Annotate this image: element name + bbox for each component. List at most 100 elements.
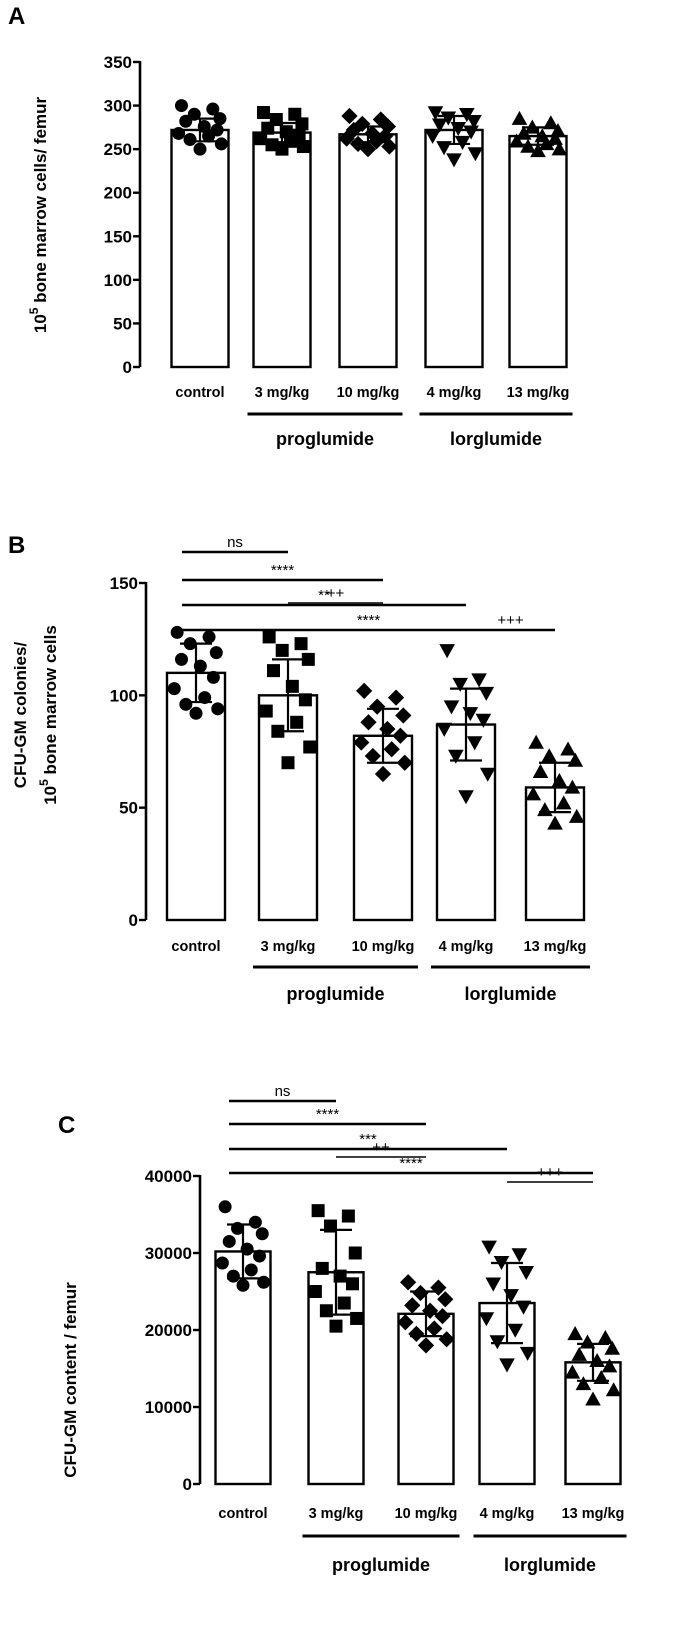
data-point [262,630,276,644]
y-tick-label: 0 [123,358,132,377]
y-tick-label: 350 [104,53,132,72]
data-point [471,673,487,688]
panel-a-y-axis: 0 50 100 150 200 250 300 350 [104,53,142,377]
panel-a-category-label: 13 mg/kg [507,385,570,401]
data-point [515,1300,532,1315]
data-point [397,1314,414,1331]
panel-c-category-label: 10 mg/kg [395,1506,458,1522]
panel-b-category-label: 13 mg/kg [524,939,587,955]
panel-b-error-bars [180,642,571,814]
data-point [338,130,355,147]
data-point [261,121,275,135]
panel-b-sig-label: ** [318,587,330,604]
data-point [226,1269,240,1283]
panel-c-group-labels: proglumide lorglumide [302,1534,627,1575]
data-point [179,114,193,128]
data-point [337,1296,351,1310]
panel-b-category-label: 10 mg/kg [352,939,415,955]
data-point [290,715,304,729]
y-tick-label: 100 [104,271,132,290]
y-tick-label: 0 [183,1475,192,1494]
y-tick-label: 10000 [145,1398,192,1417]
data-point [452,677,468,692]
data-point [170,625,184,639]
panel-c-category-labels: control 3 mg/kg 10 mg/kg 4 mg/kg 13 mg/k… [218,1506,624,1522]
data-point [515,125,532,140]
data-point [567,1326,583,1341]
panel-letter-c: C [58,1112,75,1139]
data-point [198,691,212,705]
data-point [589,1353,605,1368]
data-point [412,1284,429,1302]
data-point [528,734,544,749]
data-point [275,643,289,657]
data-point [341,1209,355,1223]
data-point [511,110,528,125]
panel-c-category-label: 4 mg/kg [480,1506,535,1522]
data-point [585,1391,601,1406]
data-point [466,736,483,751]
y-tick-label: 250 [104,140,132,159]
panel-c-sig-label: ++ [372,1139,390,1156]
data-point [281,756,295,770]
panel-a-category-labels: control 3 mg/kg 10 mg/kg 4 mg/kg 13 mg/k… [175,385,569,401]
panel-b-sig-label: **** [357,612,381,629]
data-point [507,1323,524,1338]
panel-b-y-axis: 0 50 100 150 [110,574,148,930]
data-point [478,1312,495,1327]
data-point [214,137,228,151]
panel-b-sig-label: ++ [327,585,345,602]
data-point [275,142,289,156]
panel-c-sig-label: ns [275,1083,291,1100]
data-point [467,147,484,162]
data-point [417,1337,435,1354]
data-point [404,1297,421,1314]
data-point [253,1249,266,1263]
data-point [547,130,563,145]
panel-b-group-labels: proglumide lorglumide [253,965,590,1004]
data-point [387,689,405,706]
data-point [438,1331,455,1348]
data-point [605,1382,622,1397]
data-point [448,749,464,764]
data-point [479,767,496,782]
data-point [436,722,453,737]
panel-c-category-label: 3 mg/kg [309,1506,364,1522]
data-point [348,1246,362,1260]
panel-a-category-label: 4 mg/kg [427,385,482,401]
data-point [446,153,462,168]
data-point [315,1261,329,1275]
panel-b-sig-label: +++ [497,612,524,629]
y-tick-label: 50 [119,799,138,818]
data-point [511,1248,528,1263]
bar [214,1250,272,1486]
data-point [248,1215,262,1229]
data-point [369,698,386,715]
data-point [601,1358,618,1373]
panel-b-sig-label: **** [271,562,295,579]
data-point [353,734,370,751]
data-point [443,700,460,715]
panel-c-group-label-lorglumide: lorglumide [504,1555,596,1575]
data-point [543,115,559,130]
data-point [508,133,525,148]
data-point [236,1278,250,1292]
data-point [424,129,441,144]
data-point [597,1329,614,1344]
data-point [395,707,412,724]
data-point [298,693,312,707]
panel-b-category-label: control [171,939,220,955]
y-tick-label: 50 [113,314,132,333]
panel-b-sig-label: ns [227,534,243,551]
bar [252,131,312,369]
data-point [303,740,317,754]
data-point [222,1234,236,1248]
data-point [296,140,310,154]
data-point [568,808,585,823]
data-point [499,1358,515,1373]
data-point [202,630,216,644]
y-tick-label: 300 [104,97,132,116]
data-point [547,815,563,830]
data-point [254,132,268,146]
panel-c-sig-label: *** [359,1131,377,1148]
